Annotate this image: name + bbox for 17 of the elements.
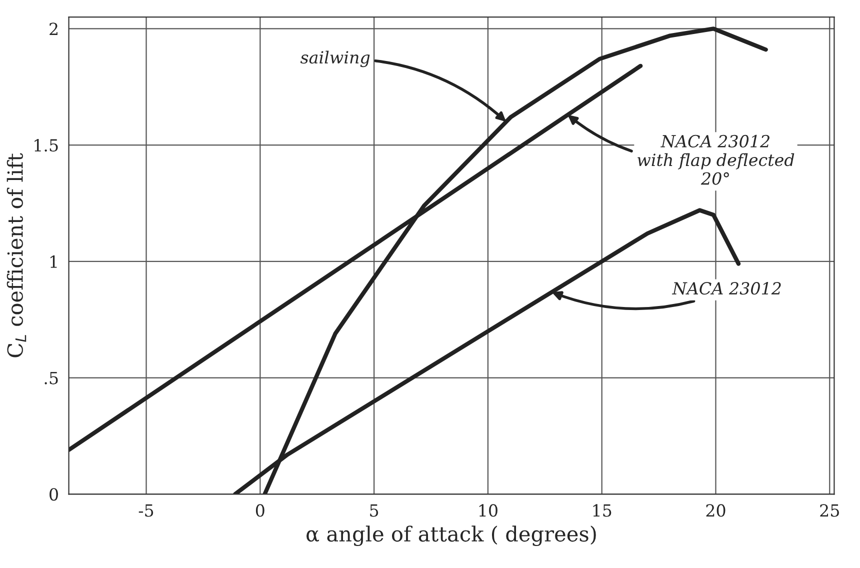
y-tick-label: 2 [50,22,58,36]
x-tick-label: 10 [479,504,498,517]
x-tick-label: -5 [138,504,154,517]
x-tick-label: 20 [706,504,726,517]
x-axis-title: α angle of attack ( degrees) [306,526,596,546]
y-tick-label: 1 [50,255,57,268]
annotation: NACA 23012 with flap deflected 20° [638,134,794,185]
annotation: NACA 23012 [672,282,781,295]
x-tick-label: 25 [820,504,839,517]
y-tick-label: 0 [50,488,58,501]
annotation: sailwing [300,50,370,68]
x-tick-label: 15 [593,504,612,517]
x-tick-label: 0 [256,504,264,517]
y-axis-title: C$_{L}$ coefficient of lift [6,153,26,358]
y-tick-label: .5 [44,372,58,384]
y-tick-label: 1.5 [34,139,58,152]
x-tick-label: 5 [370,504,378,517]
